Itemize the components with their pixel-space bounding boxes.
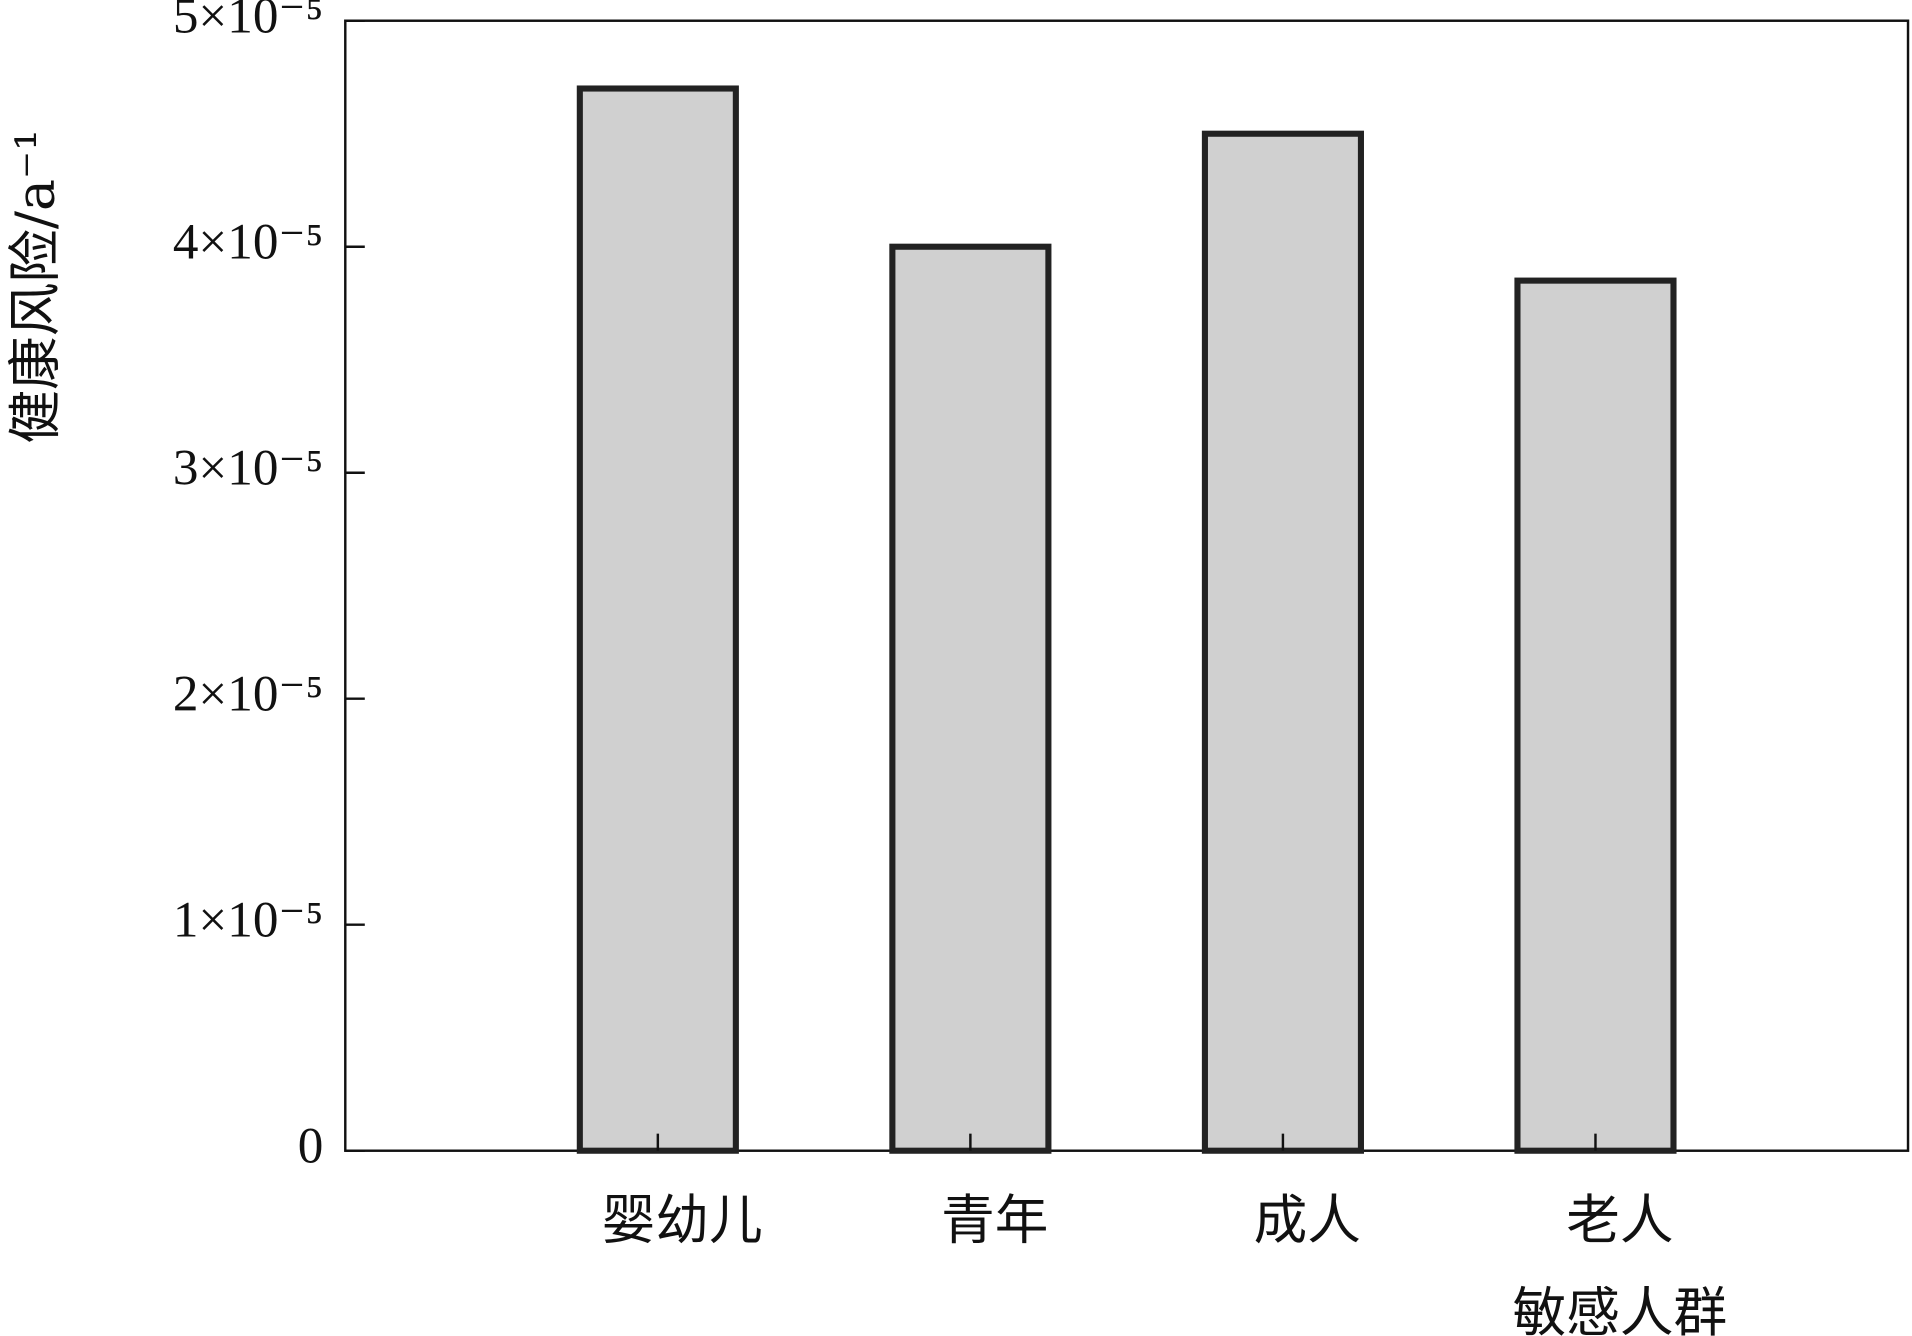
bar [1201, 130, 1364, 1154]
x-tick-label: 成人 [1253, 1189, 1361, 1252]
y-tick-label: 2×10⁻⁵ [173, 665, 324, 722]
y-tick-label: 3×10⁻⁵ [173, 439, 324, 496]
y-tick-label: 1×10⁻⁵ [173, 891, 324, 948]
y-axis-label: 健康风险/a⁻¹ [3, 129, 66, 443]
x-tick-label: 青年 [941, 1189, 1049, 1252]
y-tick-label: 0 [298, 1117, 324, 1174]
bar [576, 85, 739, 1154]
y-tick-label: 4×10⁻⁵ [173, 213, 324, 270]
plot-frame [344, 19, 1910, 1152]
x-tick-label: 婴幼儿 [601, 1189, 763, 1252]
x-tick-label-box: 老人 敏感人群 [1512, 1189, 1728, 1336]
x-tick-label-box: 成人 [1253, 1189, 1361, 1252]
x-tick-label-box: 青年 [941, 1189, 1049, 1252]
bar [889, 243, 1052, 1154]
x-tick-label: 老人 敏感人群 [1512, 1189, 1728, 1336]
x-tick-label-box: 婴幼儿 [601, 1189, 763, 1252]
bar [1514, 277, 1677, 1154]
y-tick-label: 5×10⁻⁵ [173, 0, 324, 44]
